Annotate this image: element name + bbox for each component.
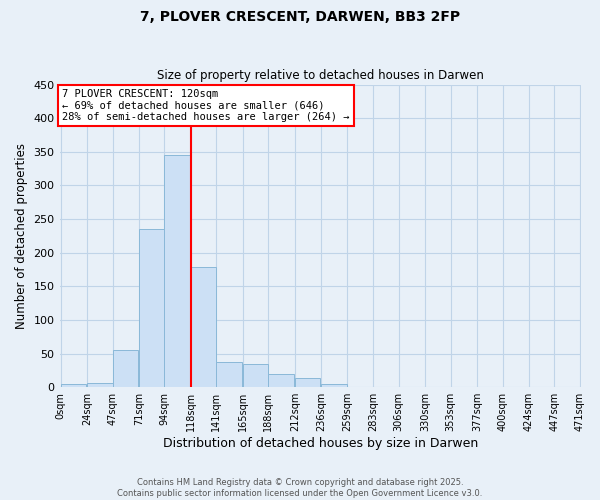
Bar bbox=[217, 362, 242, 387]
Text: 7 PLOVER CRESCENT: 120sqm
← 69% of detached houses are smaller (646)
28% of semi: 7 PLOVER CRESCENT: 120sqm ← 69% of detac… bbox=[62, 89, 350, 122]
Bar bbox=[191, 267, 217, 387]
Bar bbox=[139, 229, 164, 387]
Bar bbox=[243, 364, 268, 387]
Text: Contains HM Land Registry data © Crown copyright and database right 2025.
Contai: Contains HM Land Registry data © Crown c… bbox=[118, 478, 482, 498]
Bar bbox=[61, 384, 86, 387]
X-axis label: Distribution of detached houses by size in Darwen: Distribution of detached houses by size … bbox=[163, 437, 478, 450]
Bar bbox=[87, 383, 113, 387]
Bar bbox=[164, 155, 190, 387]
Bar bbox=[322, 384, 347, 387]
Text: 7, PLOVER CRESCENT, DARWEN, BB3 2FP: 7, PLOVER CRESCENT, DARWEN, BB3 2FP bbox=[140, 10, 460, 24]
Y-axis label: Number of detached properties: Number of detached properties bbox=[15, 143, 28, 329]
Title: Size of property relative to detached houses in Darwen: Size of property relative to detached ho… bbox=[157, 69, 484, 82]
Bar bbox=[268, 374, 294, 387]
Bar bbox=[113, 350, 138, 387]
Bar bbox=[295, 378, 320, 387]
